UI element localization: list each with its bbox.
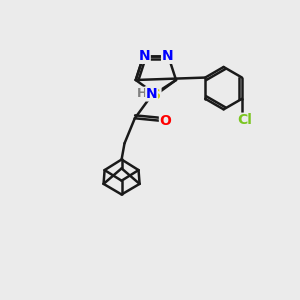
Text: S: S bbox=[151, 88, 161, 102]
Text: N: N bbox=[139, 49, 150, 63]
Text: Cl: Cl bbox=[237, 113, 252, 127]
Text: H: H bbox=[136, 87, 147, 100]
Text: N: N bbox=[146, 87, 158, 101]
Text: O: O bbox=[160, 114, 171, 128]
Text: N: N bbox=[162, 49, 173, 63]
